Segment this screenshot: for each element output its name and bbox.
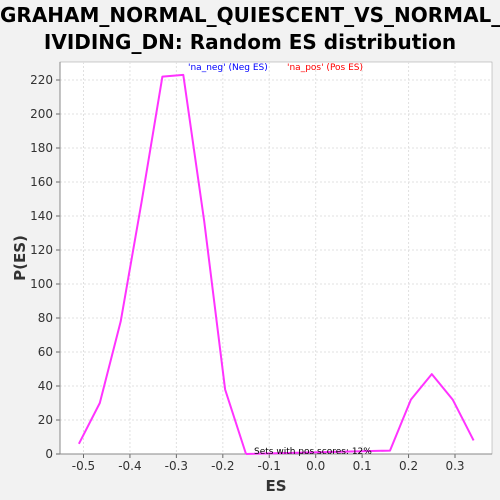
x-tick-label: -0.4 xyxy=(118,459,141,473)
chart-title-line-1: GRAHAM_NORMAL_QUIESCENT_VS_NORMAL_D xyxy=(0,3,500,27)
y-tick-label: 100 xyxy=(30,277,53,291)
x-tick-label: 0.3 xyxy=(445,459,464,473)
plot-area xyxy=(59,61,493,455)
x-tick-label: -0.2 xyxy=(211,459,234,473)
y-tick-label: 80 xyxy=(38,311,53,325)
y-tick-label: 60 xyxy=(38,345,53,359)
x-tick-label: 0.1 xyxy=(353,459,372,473)
x-tick-label: 0.0 xyxy=(306,459,325,473)
x-tick-label: -0.3 xyxy=(165,459,188,473)
x-tick-label: -0.5 xyxy=(72,459,95,473)
y-tick-label: 180 xyxy=(30,141,53,155)
chart-title-line-2: IVIDING_DN: Random ES distribution xyxy=(43,30,457,54)
series-layer xyxy=(78,73,475,455)
y-tick-label: 140 xyxy=(30,209,53,223)
y-tick-label: 40 xyxy=(38,379,53,393)
y-tick-label: 20 xyxy=(38,413,53,427)
x-axis-label: ES xyxy=(265,477,286,495)
annotation-text: Sets with pos scores: 12% xyxy=(254,447,372,457)
y-tick-label: 160 xyxy=(30,175,53,189)
series-line-pos xyxy=(245,373,475,455)
x-tick-label: -0.1 xyxy=(258,459,281,473)
series-line-neg xyxy=(78,73,247,455)
y-tick-label: 0 xyxy=(45,447,53,461)
y-tick-label: 220 xyxy=(30,73,53,87)
y-axis-label: P(ES) xyxy=(11,235,29,281)
x-tick-label: 0.2 xyxy=(399,459,418,473)
legend-entry-pos: 'na_pos' (Pos ES) xyxy=(287,63,363,73)
legend: 'na_neg' (Neg ES) 'na_pos' (Pos ES) xyxy=(188,63,363,73)
axes: -0.5 -0.4 -0.3 -0.2 -0.1 0.0 0.1 0.2 0.3 0 20 40 60 8… xyxy=(30,62,492,473)
y-tick-label: 200 xyxy=(30,107,53,121)
legend-entry-neg: 'na_neg' (Neg ES) xyxy=(188,63,268,73)
chart-title: GRAHAM_NORMAL_QUIESCENT_VS_NORMAL_D IVID… xyxy=(0,2,500,56)
y-tick-label: 120 xyxy=(30,243,53,257)
